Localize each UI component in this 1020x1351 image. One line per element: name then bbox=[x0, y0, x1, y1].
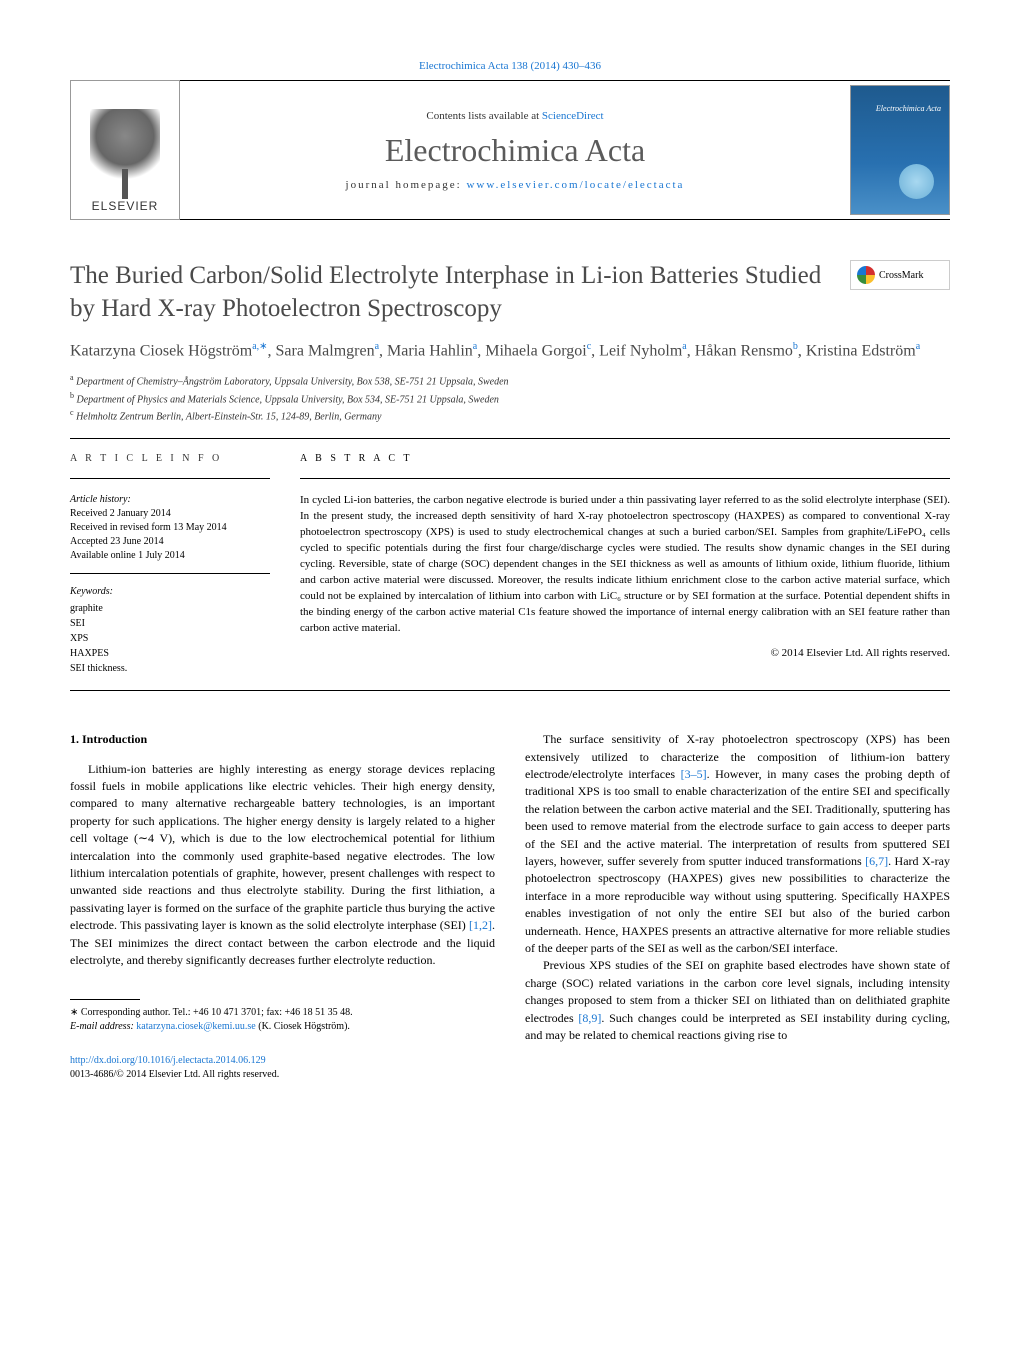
contents-available-line: Contents lists available at ScienceDirec… bbox=[426, 110, 603, 122]
section-heading: 1. Introduction bbox=[70, 731, 495, 748]
column-right: The surface sensitivity of X-ray photoel… bbox=[525, 731, 950, 1082]
keyword: SEI bbox=[70, 616, 270, 631]
revised-date: Received in revised form 13 May 2014 bbox=[70, 521, 270, 535]
issn-line: 0013-4686/© 2014 Elsevier Ltd. All right… bbox=[70, 1069, 279, 1080]
abstract-text: In cycled Li-ion batteries, the carbon n… bbox=[300, 493, 950, 636]
affiliations-block: a Department of Chemistry–Ångström Labor… bbox=[70, 372, 950, 424]
citation-link[interactable]: Electrochimica Acta 138 (2014) 430–436 bbox=[70, 60, 950, 72]
received-date: Received 2 January 2014 bbox=[70, 507, 270, 521]
doi-link[interactable]: http://dx.doi.org/10.1016/j.electacta.20… bbox=[70, 1055, 266, 1066]
divider bbox=[70, 478, 270, 479]
email-suffix: (K. Ciosek Högström). bbox=[256, 1021, 350, 1032]
body-paragraph: Previous XPS studies of the SEI on graph… bbox=[525, 957, 950, 1044]
sciencedirect-link[interactable]: ScienceDirect bbox=[542, 110, 604, 122]
footer-divider bbox=[70, 999, 140, 1000]
homepage-link[interactable]: www.elsevier.com/locate/electacta bbox=[466, 179, 684, 191]
contents-prefix: Contents lists available at bbox=[426, 110, 541, 122]
divider bbox=[70, 573, 270, 574]
corresponding-author-line: ∗ Corresponding author. Tel.: +46 10 471… bbox=[70, 1006, 495, 1020]
body-paragraph: The surface sensitivity of X-ray photoel… bbox=[525, 731, 950, 957]
crossmark-label: CrossMark bbox=[879, 270, 923, 281]
history-label: Article history: bbox=[70, 493, 270, 507]
divider bbox=[70, 438, 950, 439]
authors-line: Katarzyna Ciosek Högströma,∗, Sara Malmg… bbox=[70, 341, 950, 360]
body-columns: 1. Introduction Lithium-ion batteries ar… bbox=[70, 731, 950, 1082]
accepted-date: Accepted 23 June 2014 bbox=[70, 535, 270, 549]
journal-homepage-line: journal homepage: www.elsevier.com/locat… bbox=[346, 179, 685, 191]
cover-title-text: Electrochimica Acta bbox=[876, 104, 941, 113]
journal-header-bar: ELSEVIER Contents lists available at Sci… bbox=[70, 80, 950, 220]
affiliation-a: a Department of Chemistry–Ångström Labor… bbox=[70, 372, 950, 389]
divider bbox=[70, 690, 950, 691]
homepage-prefix: journal homepage: bbox=[346, 179, 467, 191]
online-date: Available online 1 July 2014 bbox=[70, 549, 270, 563]
affiliation-b: b Department of Physics and Materials Sc… bbox=[70, 390, 950, 407]
article-info-block: A R T I C L E I N F O Article history: R… bbox=[70, 453, 270, 676]
keywords-block: Keywords: graphite SEI XPS HAXPES SEI th… bbox=[70, 584, 270, 676]
keywords-label: Keywords: bbox=[70, 584, 270, 599]
divider bbox=[300, 478, 950, 479]
elsevier-text: ELSEVIER bbox=[92, 199, 159, 213]
abstract-block: A B S T R A C T In cycled Li-ion batteri… bbox=[300, 453, 950, 676]
elsevier-logo[interactable]: ELSEVIER bbox=[70, 80, 180, 220]
column-left: 1. Introduction Lithium-ion batteries ar… bbox=[70, 731, 495, 1082]
article-title: The Buried Carbon/Solid Electrolyte Inte… bbox=[70, 260, 950, 325]
affiliation-c: c Helmholtz Zentrum Berlin, Albert-Einst… bbox=[70, 407, 950, 424]
article-info-heading: A R T I C L E I N F O bbox=[70, 453, 270, 464]
keyword: SEI thickness. bbox=[70, 661, 270, 676]
journal-title: Electrochimica Acta bbox=[385, 132, 645, 169]
cover-graphic-icon bbox=[899, 164, 934, 199]
header-center: Contents lists available at ScienceDirec… bbox=[180, 110, 850, 191]
keyword: graphite bbox=[70, 601, 270, 616]
corresponding-footer: ∗ Corresponding author. Tel.: +46 10 471… bbox=[70, 999, 495, 1082]
elsevier-tree-icon bbox=[90, 109, 160, 199]
abstract-copyright: © 2014 Elsevier Ltd. All rights reserved… bbox=[300, 647, 950, 659]
body-paragraph: Lithium-ion batteries are highly interes… bbox=[70, 761, 495, 970]
journal-cover-thumb[interactable]: Electrochimica Acta bbox=[850, 85, 950, 215]
keyword: HAXPES bbox=[70, 646, 270, 661]
email-label: E-mail address: bbox=[70, 1021, 136, 1032]
crossmark-badge[interactable]: CrossMark bbox=[850, 260, 950, 290]
keyword: XPS bbox=[70, 631, 270, 646]
abstract-heading: A B S T R A C T bbox=[300, 453, 950, 464]
crossmark-icon bbox=[857, 266, 875, 284]
corresponding-email-link[interactable]: katarzyna.ciosek@kemi.uu.se bbox=[136, 1021, 255, 1032]
